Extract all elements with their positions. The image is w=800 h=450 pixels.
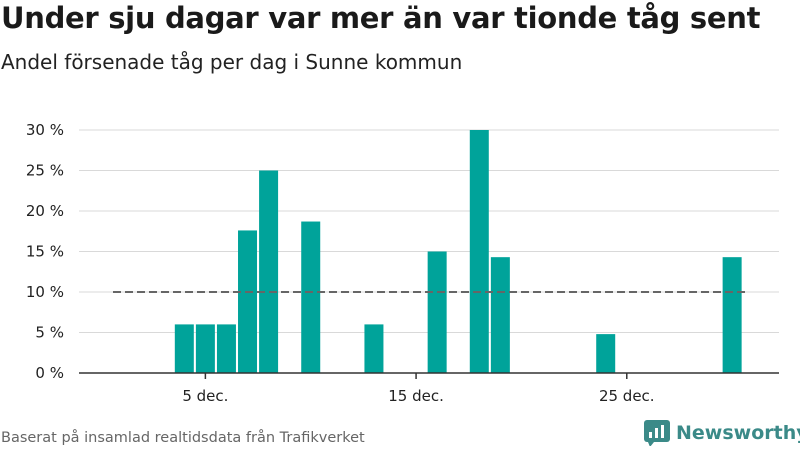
chart-title: Under sju dagar var mer än var tionde tå…	[1, 1, 761, 35]
source-note: Baserat på insamlad realtidsdata från Tr…	[1, 430, 365, 446]
bar-chart-logo-icon	[644, 420, 670, 446]
x-tick-label: 5 dec.	[182, 387, 228, 405]
y-tick-label: 10 %	[26, 283, 64, 301]
bar	[259, 170, 279, 373]
bar	[490, 257, 510, 373]
y-tick-label: 0 %	[35, 364, 64, 382]
bar	[722, 257, 742, 373]
y-tick-label: 5 %	[35, 324, 64, 342]
bar	[469, 130, 489, 373]
y-tick-label: 15 %	[26, 243, 64, 261]
bar	[238, 230, 258, 373]
bar	[301, 221, 321, 373]
bar-chart: 0 % 5 % 10 % 15 % 20 % 25 % 30 % 5 dec. 15 dec. 2…	[26, 121, 779, 405]
x-tick-label: 25 dec.	[599, 387, 655, 405]
bar	[596, 334, 616, 373]
bar	[364, 324, 384, 373]
y-tick-label: 30 %	[26, 121, 64, 139]
y-tick-label: 20 %	[26, 202, 64, 220]
brand-logo: Newsworthy	[644, 420, 800, 446]
brand-name: Newsworthy	[676, 422, 800, 444]
y-tick-label: 25 %	[26, 162, 64, 180]
bar	[195, 324, 215, 373]
bar	[174, 324, 194, 373]
chart-subtitle: Andel försenade tåg per dag i Sunne komm…	[1, 50, 463, 74]
x-tick-label: 15 dec.	[388, 387, 444, 405]
bar	[427, 251, 447, 373]
bar	[216, 324, 236, 373]
